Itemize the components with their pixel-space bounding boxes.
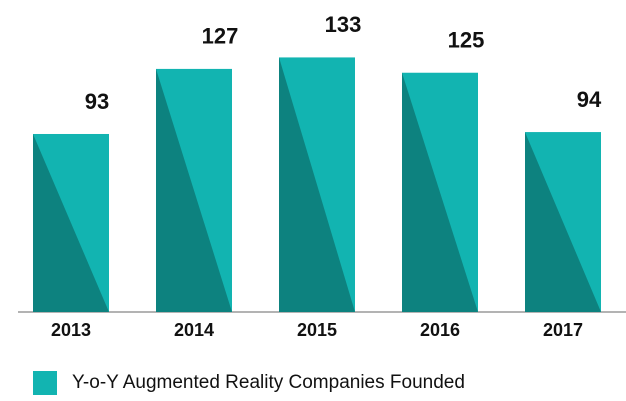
bar xyxy=(525,132,601,312)
bar-shade xyxy=(156,68,232,312)
x-tick-label: 2017 xyxy=(543,320,583,340)
data-label: 125 xyxy=(448,28,485,53)
bar-shade xyxy=(279,57,355,313)
data-label: 127 xyxy=(202,24,239,49)
bar xyxy=(279,57,355,313)
x-tick-label: 2015 xyxy=(297,320,337,340)
bar-shade xyxy=(33,133,109,312)
data-label: 94 xyxy=(577,87,602,112)
bar xyxy=(402,72,478,312)
bar-shade xyxy=(402,72,478,312)
x-tick-label: 2013 xyxy=(51,320,91,340)
data-label: 133 xyxy=(325,12,362,37)
x-tick-label: 2014 xyxy=(174,320,214,340)
bar xyxy=(33,133,109,312)
data-label: 93 xyxy=(85,89,109,114)
legend-label: Y-o-Y Augmented Reality Companies Founde… xyxy=(72,372,465,393)
legend-swatch xyxy=(33,371,57,395)
x-tick-label: 2016 xyxy=(420,320,460,340)
bar xyxy=(156,68,232,312)
bar-shade xyxy=(525,132,601,312)
